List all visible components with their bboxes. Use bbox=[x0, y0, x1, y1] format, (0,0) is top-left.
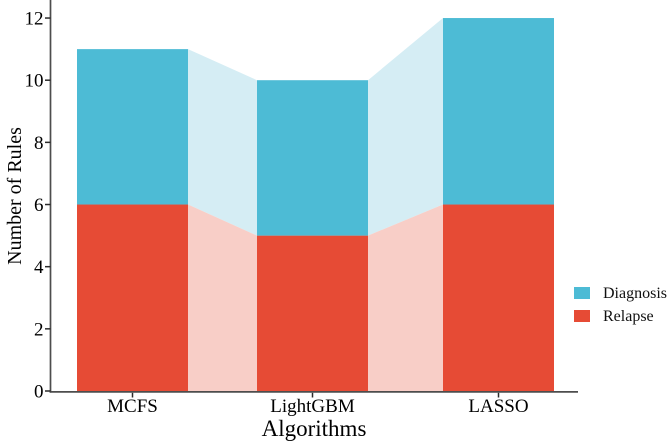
x-tick-label-mcfs: MCFS bbox=[107, 396, 158, 417]
y-tick-label-0: 0 bbox=[34, 382, 44, 403]
bar-relapse-mcfs bbox=[77, 204, 188, 391]
connector-diagnosis-0 bbox=[188, 49, 257, 236]
y-tick-label-2: 2 bbox=[34, 319, 44, 340]
connector-relapse-0 bbox=[188, 204, 257, 391]
y-tick-label-12: 12 bbox=[25, 9, 44, 30]
legend-label-relapse: Relapse bbox=[603, 308, 654, 325]
bar-diagnosis-lightgbm bbox=[257, 80, 368, 236]
x-tick-label-lasso: LASSO bbox=[468, 396, 528, 417]
bar-relapse-lightgbm bbox=[257, 235, 368, 391]
bar-diagnosis-mcfs bbox=[77, 49, 188, 205]
bar-diagnosis-lasso bbox=[443, 18, 554, 205]
x-axis-title: Algorithms bbox=[262, 416, 367, 441]
plot-area: 0 2 4 6 8 10 12 MCFS LightGBM LASSO bbox=[25, 0, 578, 417]
legend-label-diagnosis: Diagnosis bbox=[603, 285, 667, 302]
legend-swatch-relapse bbox=[574, 310, 590, 322]
y-tick-label-8: 8 bbox=[34, 133, 44, 154]
y-tick-label-4: 4 bbox=[34, 257, 44, 278]
y-axis-title: Number of Rules bbox=[4, 127, 26, 265]
x-tick-label-lightgbm: LightGBM bbox=[270, 396, 355, 417]
bar-relapse-lasso bbox=[443, 204, 554, 391]
connector-relapse-1 bbox=[368, 204, 443, 391]
y-tick-label-6: 6 bbox=[34, 195, 44, 216]
legend-swatch-diagnosis bbox=[574, 287, 590, 299]
connector-diagnosis-1 bbox=[368, 18, 443, 236]
legend: Diagnosis Relapse bbox=[574, 285, 667, 325]
y-tick-label-10: 10 bbox=[25, 71, 44, 92]
